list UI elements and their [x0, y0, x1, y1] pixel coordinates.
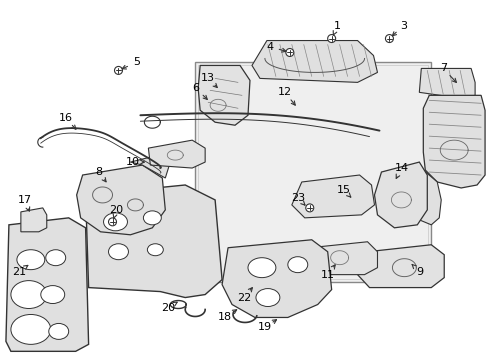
Polygon shape: [85, 185, 222, 298]
Text: 10: 10: [125, 157, 139, 167]
Text: 19: 19: [257, 323, 271, 332]
Text: 12: 12: [277, 87, 291, 97]
Text: 11: 11: [320, 270, 334, 280]
Text: 4: 4: [266, 41, 273, 51]
Polygon shape: [195, 62, 430, 282]
Polygon shape: [357, 245, 443, 288]
Polygon shape: [148, 140, 205, 168]
Ellipse shape: [287, 257, 307, 273]
Text: 14: 14: [393, 163, 407, 173]
Ellipse shape: [46, 250, 65, 266]
Polygon shape: [77, 165, 165, 235]
Text: 21: 21: [12, 267, 26, 276]
Polygon shape: [6, 218, 88, 351]
Ellipse shape: [11, 280, 47, 309]
Polygon shape: [21, 208, 47, 232]
Text: 20: 20: [161, 302, 175, 312]
Polygon shape: [301, 242, 377, 275]
Polygon shape: [222, 240, 331, 318]
Circle shape: [327, 35, 335, 42]
Text: 15: 15: [336, 185, 350, 195]
Text: 9: 9: [415, 267, 422, 276]
Circle shape: [385, 35, 393, 42]
Text: 8: 8: [95, 167, 102, 177]
Circle shape: [114, 67, 122, 75]
Polygon shape: [412, 170, 440, 225]
Text: 18: 18: [218, 312, 232, 323]
Ellipse shape: [143, 211, 161, 225]
Ellipse shape: [11, 315, 51, 345]
Text: 17: 17: [18, 195, 32, 205]
Ellipse shape: [103, 213, 127, 231]
Polygon shape: [198, 66, 249, 125]
Circle shape: [108, 218, 116, 226]
Polygon shape: [423, 95, 484, 188]
Text: 7: 7: [439, 63, 446, 73]
Ellipse shape: [255, 289, 279, 306]
Circle shape: [305, 204, 313, 212]
Polygon shape: [251, 41, 377, 82]
Ellipse shape: [41, 285, 64, 303]
Text: 5: 5: [133, 58, 140, 67]
Polygon shape: [419, 68, 474, 98]
Text: 6: 6: [192, 84, 199, 93]
Text: 3: 3: [399, 21, 406, 31]
Text: 20: 20: [109, 205, 123, 215]
Text: 23: 23: [290, 193, 304, 203]
Circle shape: [285, 49, 293, 57]
Ellipse shape: [108, 244, 128, 260]
Text: 22: 22: [236, 293, 251, 302]
Text: 1: 1: [333, 21, 341, 31]
Ellipse shape: [247, 258, 275, 278]
Polygon shape: [130, 155, 170, 178]
Polygon shape: [374, 162, 427, 228]
Text: 13: 13: [201, 73, 215, 84]
Text: 16: 16: [59, 113, 73, 123]
Ellipse shape: [147, 244, 163, 256]
Ellipse shape: [17, 250, 45, 270]
Polygon shape: [291, 175, 374, 218]
Ellipse shape: [49, 323, 68, 339]
